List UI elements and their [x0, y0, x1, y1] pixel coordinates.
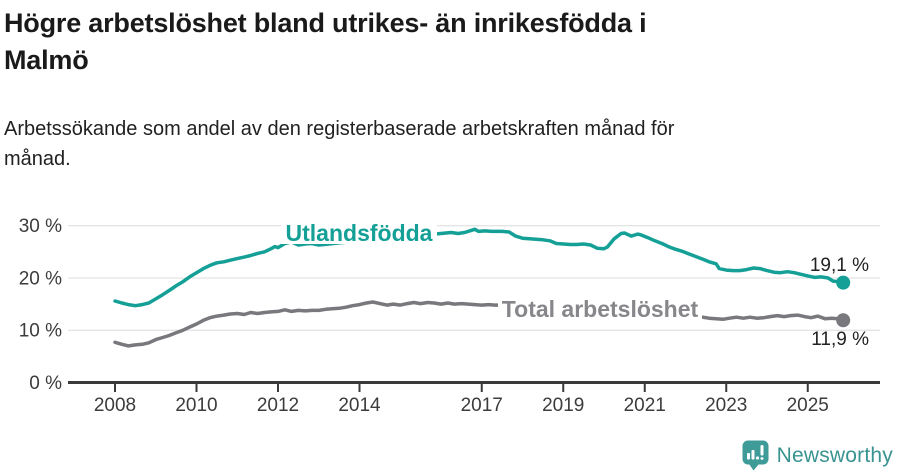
x-axis-label-2014: 2014	[338, 395, 381, 416]
chart-axes: 0 % 10 % 20 % 30 % 2008 2010 2012 2014 2017 2019 2…	[19, 216, 880, 416]
x-axis-label-2017: 2017	[461, 395, 503, 416]
x-axis-label-2025: 2025	[787, 395, 829, 416]
subtitle-line-1: Arbetssökande som andel av den registerb…	[4, 118, 675, 140]
newsworthy-icon	[742, 440, 769, 471]
x-axis-label-2021: 2021	[624, 395, 666, 416]
page-title: Högre arbetslöshet bland utrikes- än inr…	[4, 5, 647, 79]
x-axis-label-2008: 2008	[94, 395, 136, 416]
x-axis-label-2012: 2012	[257, 395, 299, 416]
line-chart: 0 % 10 % 20 % 30 % 2008 2010 2012 2014 2017 2019 2…	[19, 216, 880, 416]
series-label-total-arbetsloshet: Total arbetslöshet	[502, 296, 699, 322]
x-axis-label-2010: 2010	[175, 395, 217, 416]
series-end-dot-1	[836, 313, 851, 328]
end-value-label-total: 11,9 %	[811, 329, 869, 350]
series-label-backplate-total	[498, 294, 702, 322]
y-axis-label-10: 10 %	[19, 321, 62, 342]
x-axis-label-2023: 2023	[705, 395, 747, 416]
series-line-0	[113, 227, 845, 308]
y-axis-label-20: 20 %	[19, 268, 62, 289]
series-label-backplate-utlandsfodda	[281, 220, 437, 244]
series-line-1	[113, 300, 845, 348]
newsworthy-logo: Newsworthy	[742, 440, 893, 471]
series-label-utlandsfodda: Utlandsfödda	[286, 220, 433, 246]
title-line-1: Högre arbetslöshet bland utrikes- än inr…	[4, 8, 647, 38]
chart-inline-labels: Utlandsfödda Total arbetslöshet 19,1 % 1…	[281, 220, 869, 350]
newsworthy-wordmark: Newsworthy	[776, 443, 893, 467]
y-axis-label-0: 0 %	[29, 373, 62, 394]
y-axis-label-30: 30 %	[19, 216, 62, 237]
subtitle-line-2: månad.	[4, 148, 71, 170]
title-line-2: Malmö	[4, 45, 89, 75]
series-end-dot-0	[836, 275, 851, 290]
end-value-label-utlandsfodda: 19,1 %	[810, 255, 869, 276]
chart-subtitle: Arbetssökande som andel av den registerb…	[4, 114, 674, 174]
chart-series-lines	[113, 227, 851, 348]
x-axis-label-2019: 2019	[542, 395, 584, 416]
